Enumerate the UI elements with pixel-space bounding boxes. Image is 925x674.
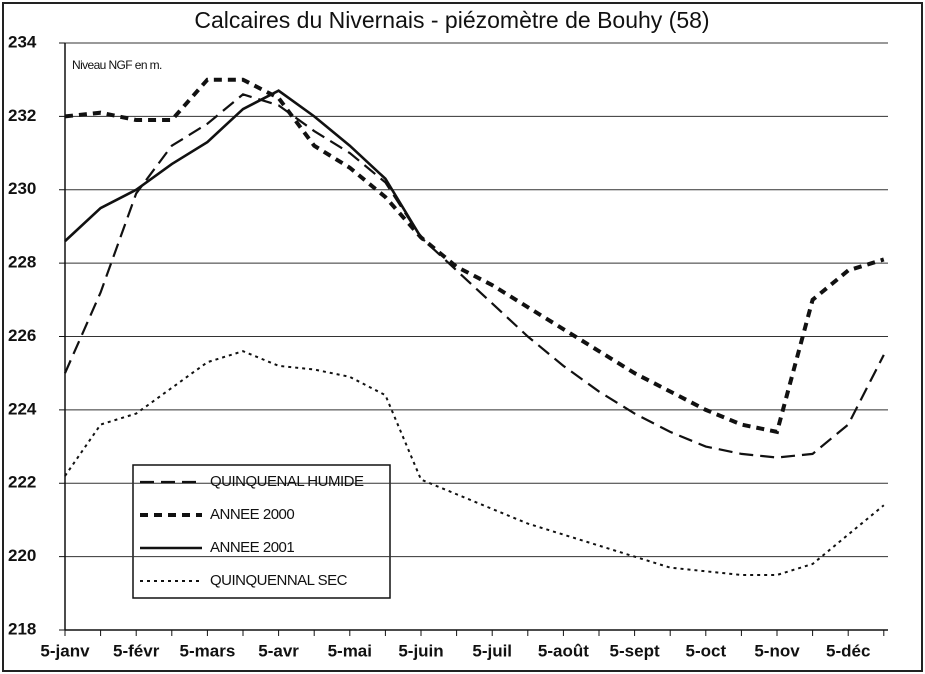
y-tick-label: 226 <box>8 326 36 345</box>
y-tick-label: 234 <box>8 32 37 51</box>
chart-title: Calcaires du Nivernais - piézomètre de B… <box>194 7 709 33</box>
series-line <box>64 77 885 435</box>
x-tick-label: 5-juil <box>472 641 512 660</box>
x-tick-label: 5-nov <box>754 641 800 660</box>
series-line <box>64 89 423 243</box>
y-tick-label: 232 <box>8 106 36 125</box>
x-tick-label: 5-févr <box>113 641 160 660</box>
x-tick-label: 5-mai <box>328 641 372 660</box>
x-tick-label: 5-août <box>538 641 589 660</box>
annotation: Niveau NGF en m. <box>72 58 162 72</box>
legend-label: ANNEE 2001 <box>210 539 294 556</box>
x-tick-label: 5-sept <box>610 641 660 660</box>
y-tick-label: 228 <box>8 253 36 272</box>
legend-label: QUINQUENAL HUMIDE <box>210 473 364 490</box>
series-line <box>63 93 885 459</box>
legend-label: QUINQUENNAL SEC <box>210 572 348 589</box>
y-tick-label: 218 <box>8 619 36 638</box>
y-tick-label: 222 <box>8 473 36 492</box>
x-tick-label: 5-oct <box>685 641 726 660</box>
y-tick-label: 220 <box>8 546 36 565</box>
x-tick-label: 5-avr <box>258 641 299 660</box>
x-tick-label: 5-déc <box>826 641 870 660</box>
legend-label: ANNEE 2000 <box>210 506 294 523</box>
y-tick-label: 230 <box>8 179 36 198</box>
y-tick-label: 224 <box>8 399 37 418</box>
x-tick-label: 5-janv <box>40 641 90 660</box>
x-tick-label: 5-mars <box>180 641 236 660</box>
legend-box <box>132 464 391 599</box>
x-tick-label: 5-juin <box>398 641 443 660</box>
